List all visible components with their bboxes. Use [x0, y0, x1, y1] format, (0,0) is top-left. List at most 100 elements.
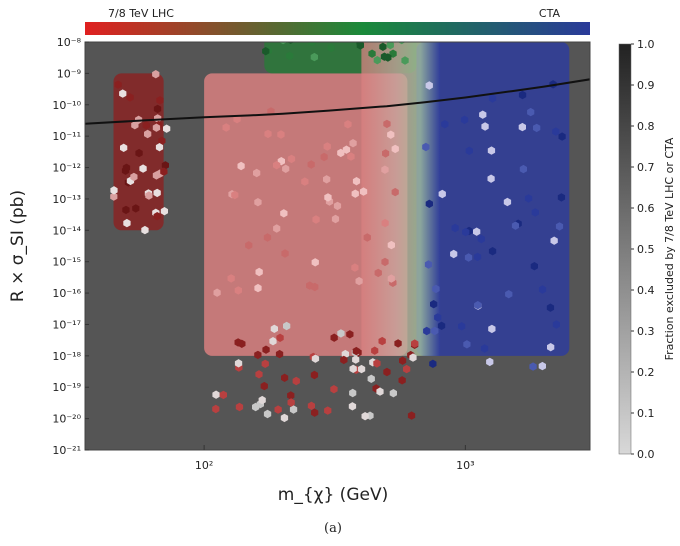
hex-cell-137: [511, 221, 520, 230]
hex-cell-228: [254, 283, 262, 293]
hex-cell-120: [503, 197, 512, 207]
colorbar-tick-label-6: 0.6: [637, 202, 655, 215]
hex-cell-97: [411, 339, 419, 348]
hex-cell-63: [349, 388, 357, 398]
hex-cell-198: [401, 56, 409, 65]
hex-cell-61: [376, 387, 384, 396]
hex-cell-59: [261, 359, 269, 368]
hex-cell-226: [352, 177, 361, 186]
plot-frame: [84, 41, 591, 451]
colorbar-tick-label-1: 0.1: [637, 407, 655, 420]
hex-cell-19: [160, 167, 168, 176]
hex-cell-254: [351, 263, 359, 272]
hex-cell-107: [371, 346, 379, 355]
hex-cell-10: [153, 212, 161, 221]
hex-cell-247: [387, 274, 395, 283]
hex-cell-165: [531, 208, 539, 217]
colorbar-tick-label-9: 0.9: [637, 79, 655, 92]
hex-cell-115: [558, 132, 566, 141]
hex-cell-118: [479, 110, 487, 119]
hex-cell-154: [450, 249, 458, 259]
hex-cell-71: [292, 376, 300, 386]
hex-cell-51: [307, 401, 315, 410]
hex-cell-68: [330, 385, 338, 394]
hex-cell-184: [373, 56, 381, 65]
y-tick-label-2: 10⁻¹⁰: [52, 99, 81, 112]
x-axis-label: m_{χ} (GeV): [278, 485, 388, 505]
hex-cell-194: [262, 47, 270, 56]
hex-cell-27: [160, 207, 168, 216]
hex-cell-225: [282, 164, 290, 173]
hex-cell-84: [276, 333, 284, 342]
hex-cell-23: [135, 148, 143, 158]
y-axis-ticks: 10⁻⁸ 10⁻⁹ 10⁻¹⁰ 10⁻¹¹ 10⁻¹² 10⁻¹³ 10⁻¹⁴ 10⁻¹⁵ 10…: [52, 36, 89, 457]
hex-cell-92: [311, 354, 320, 363]
hex-cell-190: [327, 43, 335, 53]
x-tick-label-1: 10³: [456, 459, 474, 472]
colorbar-tick-label-7: 0.7: [637, 161, 655, 174]
hex-cell-33: [155, 143, 164, 152]
hex-cell-168: [431, 326, 439, 336]
hex-cell-121: [432, 284, 440, 294]
hex-cell-136: [463, 340, 471, 349]
hex-cell-163: [473, 252, 482, 262]
hex-cell-102: [352, 346, 360, 356]
hex-cell-36: [126, 93, 134, 102]
hex-cell-38: [110, 186, 118, 195]
hex-cell-215: [374, 268, 382, 278]
hex-cell-20: [123, 218, 131, 228]
hex-cell-16: [141, 225, 149, 235]
hex-cell-231: [351, 189, 359, 198]
y-tick-label-11: 10⁻¹⁹: [52, 381, 81, 394]
hex-cell-235: [255, 267, 263, 277]
hex-cell-241: [245, 241, 253, 250]
hex-cell-193: [386, 42, 394, 50]
hex-cell-183: [398, 42, 406, 45]
hex-cell-94: [340, 355, 348, 365]
hex-cell-86: [378, 336, 386, 346]
hex-cell-233: [213, 288, 221, 297]
hex-cell-138: [487, 174, 495, 183]
hex-cell-222: [381, 218, 389, 228]
hex-cell-66: [352, 355, 360, 364]
hex-cell-123: [460, 115, 469, 124]
hex-cell-204: [331, 214, 340, 224]
y-tick-label-4: 10⁻¹²: [52, 162, 81, 175]
hex-cell-246: [231, 190, 239, 200]
y-tick-label-6: 10⁻¹⁴: [52, 224, 81, 237]
hex-cell-29: [144, 129, 152, 139]
colorbar-tick-label-4: 0.4: [637, 284, 655, 297]
hex-cell-95: [234, 359, 243, 368]
y-tick-label-10: 10⁻¹⁸: [52, 350, 81, 363]
top-colorbar-right-label: CTA: [539, 7, 561, 20]
hex-cell-117: [429, 359, 437, 368]
hex-cell-199: [279, 42, 287, 45]
colorbar-tick-label-8: 0.8: [637, 120, 655, 133]
hex-cell-26: [145, 191, 153, 200]
hex-cell-216: [391, 144, 399, 154]
hex-cell-126: [423, 326, 431, 336]
hex-cell-253: [324, 193, 332, 202]
hex-cell-56: [255, 370, 263, 379]
hex-cell-173: [308, 42, 316, 47]
hex-cell-206: [311, 258, 319, 267]
hex-cell-34: [114, 80, 122, 89]
hex-cell-73: [287, 398, 295, 407]
hex-cell-147: [438, 189, 446, 199]
hex-cell-240: [307, 160, 315, 169]
hex-cell-171: [379, 42, 387, 51]
hex-cell-251: [344, 120, 352, 129]
hex-cell-164: [473, 227, 481, 236]
hex-cell-213: [281, 249, 289, 258]
hex-cell-31: [152, 70, 160, 79]
hex-cell-139: [425, 199, 433, 208]
hex-cell-155: [487, 146, 496, 155]
hex-cell-6: [156, 96, 164, 105]
hex-cell-227: [253, 168, 261, 178]
hex-cell-160: [533, 123, 541, 133]
hex-cell-153: [474, 301, 482, 310]
hex-cell-78: [324, 406, 332, 415]
hex-cell-112: [437, 321, 446, 330]
hex-cell-189: [356, 42, 364, 47]
hex-cell-259: [234, 286, 242, 295]
